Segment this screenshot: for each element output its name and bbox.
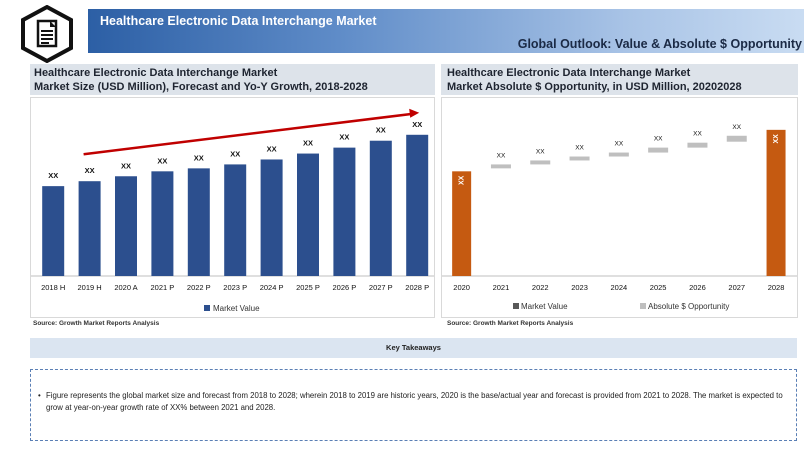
data-label: XX: [339, 133, 349, 142]
right-chart-title: Healthcare Electronic Data Interchange M…: [447, 67, 691, 79]
legend-label: Market Value: [213, 304, 260, 313]
left-chart-title: Healthcare Electronic Data Interchange M…: [34, 67, 278, 79]
x-tick-label: 2018 H: [41, 283, 65, 292]
bar: [224, 164, 247, 276]
market-size-chart: XX 2018 H XX 2019 H XX 2020 A XX 2021 P XX 2022 P…: [31, 108, 434, 313]
absolute-opportunity-chart: XX 2020 XX 2021 XX 2022 XX 2023 XX 2024 XX 2025 XX 20…: [442, 124, 797, 311]
x-tick-label: 2022: [532, 283, 549, 292]
x-tick-label: 2027 P: [369, 283, 393, 292]
header-banner: [88, 9, 804, 53]
bullet-icon: •: [38, 391, 41, 400]
data-label: XX: [303, 139, 313, 148]
legend-label: Market Value: [521, 302, 568, 311]
x-tick-label: 2020: [453, 283, 470, 292]
x-tick-label: 2025 P: [296, 283, 320, 292]
bar: [369, 140, 392, 276]
x-tick-label: 2027: [728, 283, 745, 292]
data-label: XX: [157, 156, 167, 165]
bar-opportunity: [490, 164, 511, 169]
data-label: XX: [412, 120, 422, 129]
x-tick-label: 2023: [571, 283, 588, 292]
page-title: Healthcare Electronic Data Interchange M…: [100, 14, 377, 28]
bar: [406, 134, 429, 276]
x-tick-label: 2024 P: [260, 283, 284, 292]
legend-swatch-market-value: [513, 303, 519, 309]
bar: [187, 168, 210, 276]
x-tick-label: 2025: [650, 283, 667, 292]
data-label: XX: [773, 134, 780, 144]
x-tick-label: 2021: [493, 283, 510, 292]
data-label: XX: [194, 153, 204, 162]
data-label: XX: [230, 149, 240, 158]
data-label: XX: [732, 124, 741, 131]
bar: [260, 159, 283, 276]
x-tick-label: 2019 H: [78, 283, 102, 292]
key-takeaways-label: Key Takeaways: [386, 343, 441, 352]
data-label: XX: [267, 144, 277, 153]
takeaway-text: Figure represents the global market size…: [46, 390, 792, 414]
bar: [151, 171, 174, 276]
key-takeaways-text: • Figure represents the global market si…: [38, 390, 792, 414]
growth-arrow-line: [83, 112, 412, 156]
key-takeaways-box: [30, 369, 797, 441]
right-panel-header: [441, 64, 798, 95]
data-label: XX: [376, 126, 386, 135]
bar-opportunity: [608, 152, 629, 157]
bar: [78, 181, 101, 276]
bar-opportunity: [726, 135, 747, 142]
right-chart-frame: XX 2020 XX 2021 XX 2022 XX 2023 XX 2024 XX 2025 XX 20…: [441, 97, 798, 318]
data-label: XX: [693, 131, 702, 138]
data-label: XX: [85, 166, 95, 175]
bar-opportunity: [569, 156, 590, 161]
x-tick-label: 2026: [689, 283, 706, 292]
takeaway-line-2: The market is expected to grow at year-o…: [46, 391, 783, 412]
right-source: Source: Growth Market Reports Analysis: [447, 320, 574, 327]
takeaway-line-1: Figure represents the global market size…: [46, 391, 691, 400]
x-tick-label: 2022 P: [187, 283, 211, 292]
document-icon: [20, 4, 74, 64]
growth-arrow-head: [409, 108, 420, 118]
left-chart-subtitle: Market Size (USD Million), Forecast and …: [34, 81, 368, 93]
takeaway-item: • Figure represents the global market si…: [38, 390, 792, 414]
data-label: XX: [654, 136, 663, 143]
legend-swatch: [204, 305, 210, 311]
data-label: XX: [497, 152, 506, 159]
x-tick-label: 2024: [611, 283, 628, 292]
bar: [297, 153, 319, 276]
data-label: XX: [615, 141, 624, 148]
data-label: XX: [575, 145, 584, 152]
right-chart-subtitle: Market Absolute $ Opportunity, in USD Mi…: [447, 81, 742, 93]
bar-market-value: [766, 129, 786, 276]
bar-opportunity: [530, 160, 551, 165]
left-source: Source: Growth Market Reports Analysis: [33, 320, 160, 327]
x-tick-label: 2026 P: [333, 283, 357, 292]
data-label: XX: [536, 148, 545, 155]
bar-market-value: [452, 171, 472, 276]
key-takeaways-bar: [30, 338, 797, 358]
x-tick-label: 2028: [768, 283, 785, 292]
bar: [333, 147, 356, 276]
legend-label: Absolute $ Opportunity: [648, 302, 729, 311]
bar: [42, 186, 65, 276]
x-tick-label: 2023 P: [223, 283, 247, 292]
bar: [115, 176, 137, 276]
left-chart-frame: XX 2018 H XX 2019 H XX 2020 A XX 2021 P XX 2022 P…: [30, 97, 435, 318]
left-panel-header: [30, 64, 435, 95]
page-subtitle: Global Outlook: Value & Absolute $ Oppor…: [517, 37, 802, 51]
bar-opportunity: [687, 142, 708, 148]
data-label: XX: [48, 171, 58, 180]
x-tick-label: 2020 A: [114, 283, 137, 292]
x-tick-label: 2028 P: [405, 283, 429, 292]
data-label: XX: [121, 161, 131, 170]
x-tick-label: 2021 P: [151, 283, 175, 292]
legend-swatch-opportunity: [640, 303, 646, 309]
data-label: XX: [458, 175, 465, 185]
bar-opportunity: [648, 147, 669, 153]
